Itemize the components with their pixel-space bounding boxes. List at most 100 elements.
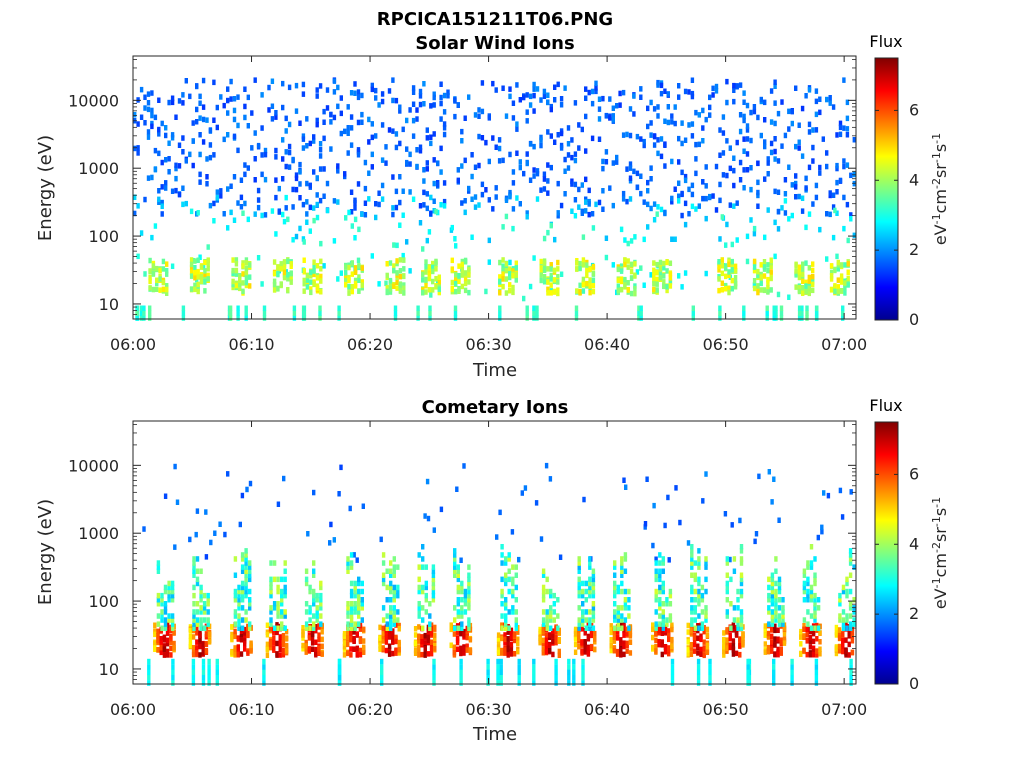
heatmap-cell <box>155 286 159 292</box>
heatmap-cell <box>742 113 746 120</box>
heatmap-cell <box>516 640 520 647</box>
heatmap-cell <box>287 164 292 170</box>
heatmap-cell <box>845 580 849 587</box>
heatmap-cell <box>797 285 802 291</box>
heatmap-cell <box>135 305 139 311</box>
heatmap-cell <box>206 617 210 623</box>
heatmap-cell <box>279 261 283 267</box>
heatmap-cell <box>708 669 712 675</box>
heatmap-cell <box>201 680 206 686</box>
heatmap-cell <box>284 194 288 201</box>
heatmap-cell <box>774 568 778 574</box>
heatmap-cell <box>732 87 736 93</box>
heatmap-cell <box>395 279 399 285</box>
heatmap-cell <box>439 100 443 107</box>
heatmap-cell <box>815 648 819 654</box>
heatmap-cell <box>849 216 853 222</box>
heatmap-cell <box>657 627 661 634</box>
heatmap-cell <box>800 310 804 316</box>
heatmap-cell <box>150 90 154 96</box>
heatmap-cell <box>199 588 203 595</box>
heatmap-cell <box>283 576 287 583</box>
heatmap-cell <box>556 266 560 272</box>
heatmap-cell <box>814 658 819 665</box>
heatmap-cell <box>169 652 173 658</box>
heatmap-cell <box>841 315 845 321</box>
heatmap-cell <box>237 601 241 607</box>
heatmap-cell <box>384 160 388 166</box>
heatmap-cell <box>358 647 363 654</box>
heatmap-cell <box>549 592 553 599</box>
heatmap-cell <box>496 632 501 638</box>
heatmap-cell <box>622 651 626 658</box>
heatmap-cell <box>814 669 819 675</box>
heatmap-cell <box>177 191 182 198</box>
heatmap-cell <box>139 230 144 236</box>
heatmap-cell <box>391 628 395 634</box>
heatmap-cell <box>459 669 463 675</box>
heatmap-cell <box>767 576 771 583</box>
heatmap-cell <box>456 588 460 595</box>
heatmap-cell <box>546 178 550 184</box>
heatmap-cell <box>170 132 175 138</box>
heatmap-cell <box>329 111 333 118</box>
heatmap-cell <box>776 110 781 117</box>
heatmap-cell <box>167 592 171 599</box>
heatmap-cell <box>346 130 350 136</box>
heatmap-cell <box>389 588 393 595</box>
heatmap-cell <box>697 556 701 562</box>
heatmap-cell <box>436 160 440 166</box>
heatmap-cell <box>353 601 357 607</box>
heatmap-cell <box>511 225 515 232</box>
heatmap-cell <box>304 601 309 607</box>
heatmap-cell <box>196 288 200 295</box>
heatmap-cell <box>189 269 194 275</box>
heatmap-cell <box>309 269 313 275</box>
heatmap-cell <box>668 260 673 266</box>
heatmap-cell <box>232 116 237 123</box>
heatmap-cell <box>809 625 814 631</box>
heatmap-cell <box>836 288 840 295</box>
heatmap-cell <box>581 680 585 686</box>
heatmap-cell <box>570 178 574 184</box>
heatmap-cell <box>509 651 514 657</box>
heatmap-cell <box>811 645 816 651</box>
heatmap-cell <box>554 664 558 670</box>
heatmap-cell <box>453 548 457 554</box>
heatmap-cell <box>766 207 770 213</box>
heatmap-cell <box>632 111 636 117</box>
heatmap-cell <box>315 87 319 93</box>
heatmap-cell <box>837 643 842 650</box>
heatmap-cell <box>392 572 396 578</box>
heatmap-cell <box>282 274 287 281</box>
heatmap-cell <box>453 97 457 103</box>
heatmap-cell <box>658 613 662 619</box>
heatmap-cell <box>731 623 736 629</box>
heatmap-cell <box>665 259 669 266</box>
heatmap-cell <box>177 163 182 169</box>
heatmap-cell <box>652 260 656 266</box>
heatmap-cell <box>837 627 842 633</box>
heatmap-cell <box>780 99 784 105</box>
heatmap-cell <box>515 195 519 201</box>
heatmap-cell <box>776 158 781 164</box>
heatmap-cell <box>588 277 592 283</box>
heatmap-cell <box>616 277 620 284</box>
heatmap-cell <box>384 144 388 150</box>
heatmap-cell <box>467 601 471 607</box>
heatmap-cell <box>389 605 393 611</box>
heatmap-cell <box>491 80 495 87</box>
heatmap-cell <box>652 267 656 274</box>
heatmap-cell <box>336 103 340 110</box>
heatmap-cell <box>424 592 428 599</box>
heatmap-cell <box>398 108 402 114</box>
heatmap-cell <box>639 310 643 316</box>
heatmap-cell <box>847 652 851 658</box>
heatmap-cell <box>601 95 605 102</box>
heatmap-cell <box>620 564 624 570</box>
heatmap-cell <box>240 592 245 599</box>
heatmap-cell <box>244 315 248 321</box>
heatmap-cell <box>725 597 729 603</box>
heatmap-cell <box>584 208 588 214</box>
heatmap-cell <box>622 477 626 483</box>
